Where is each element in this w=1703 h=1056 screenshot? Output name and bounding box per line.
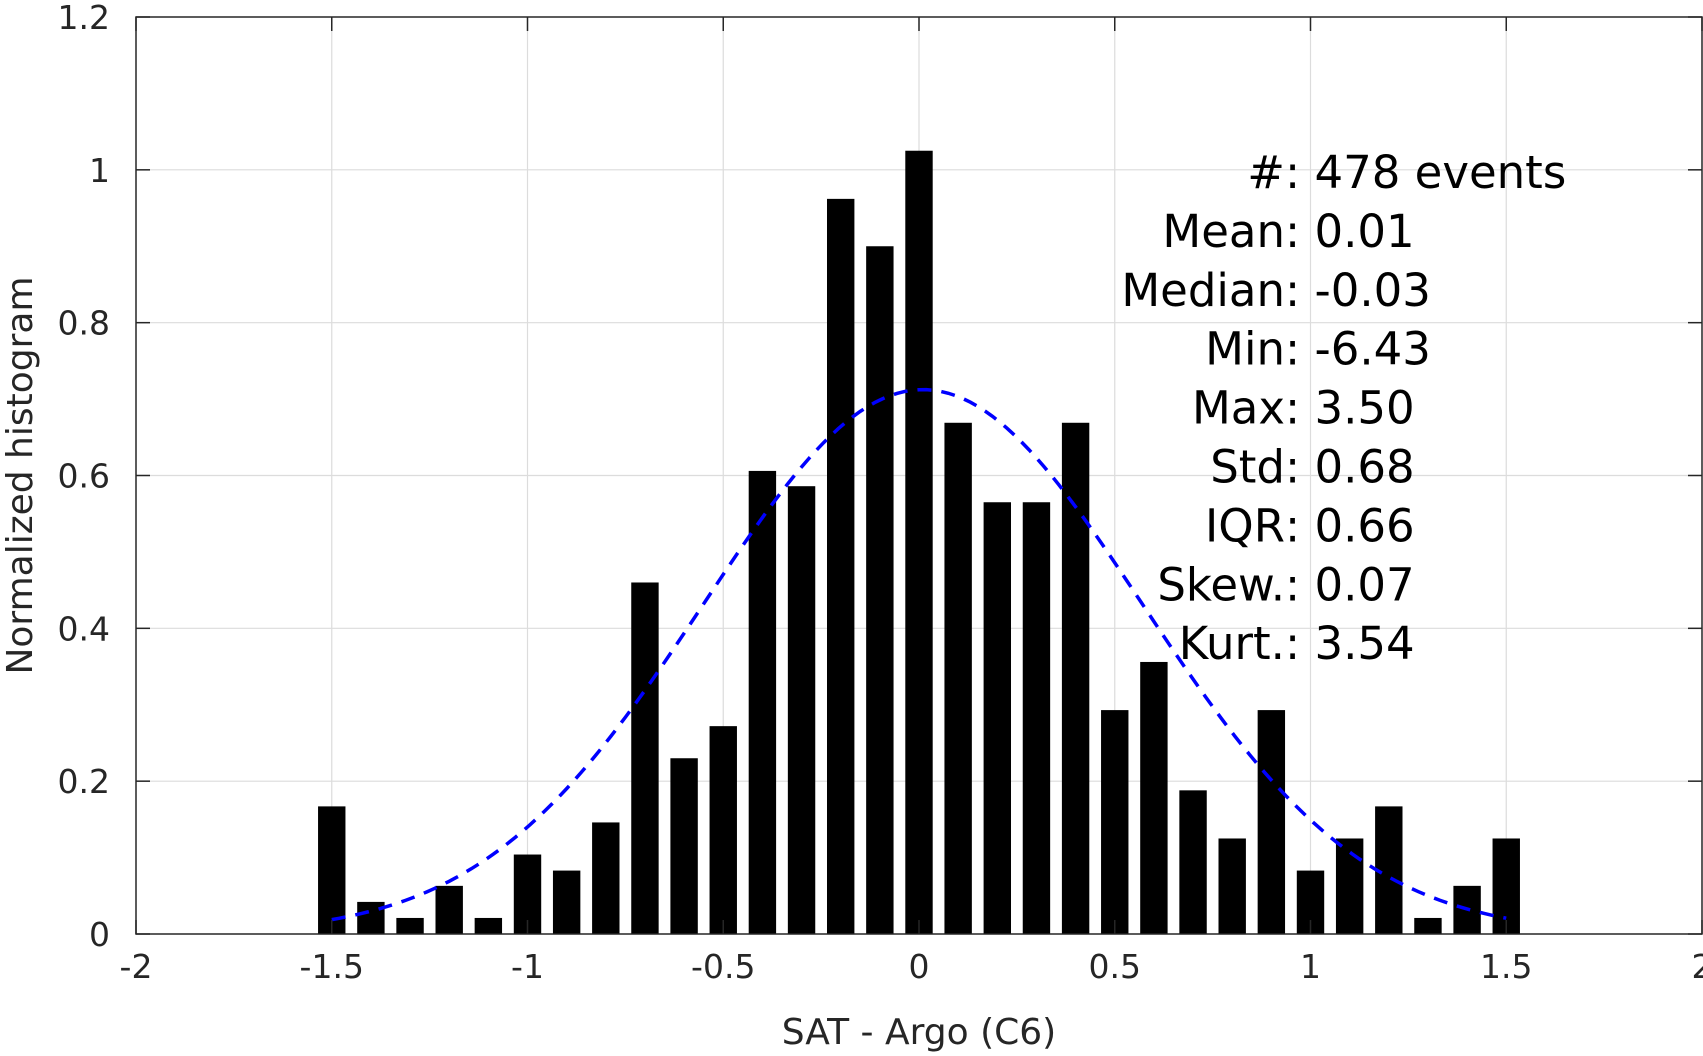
x-tick-label: -2 <box>120 947 153 986</box>
stat-label: Max <box>1192 382 1285 435</box>
histogram-bar <box>1140 661 1168 934</box>
stat-value: : 3.50 <box>1285 382 1415 435</box>
histogram-bar <box>1414 917 1442 934</box>
stat-value: : 0.68 <box>1285 441 1415 494</box>
y-tick-label: 1 <box>89 151 110 190</box>
stat-label: Skew. <box>1157 558 1285 611</box>
stat-value: : 3.54 <box>1285 617 1415 670</box>
x-tick-label: 1 <box>1300 947 1321 986</box>
histogram-bar <box>396 917 424 934</box>
stat-label: Min <box>1205 323 1285 376</box>
histogram-bar <box>435 885 463 934</box>
stat-label: Kurt. <box>1179 617 1285 670</box>
histogram-bar <box>318 806 346 934</box>
histogram-bar <box>826 198 855 934</box>
histogram-bar <box>552 870 581 934</box>
histogram-bar <box>866 246 894 934</box>
stat-value: : -0.03 <box>1285 264 1431 317</box>
histogram-bar <box>1492 838 1520 934</box>
histogram-bar <box>1179 790 1207 934</box>
y-tick-label: 0.4 <box>58 609 110 648</box>
x-tick-label: -1.5 <box>300 947 364 986</box>
y-tick-label: 0.2 <box>58 762 110 801</box>
histogram-bar <box>787 486 816 934</box>
stat-value: : -6.43 <box>1285 323 1431 376</box>
histogram-bar <box>592 822 620 934</box>
x-tick-labels: -2 -1.5 -1 -0.5 0 0.5 1 1.5 2 <box>120 947 1703 986</box>
y-tick-labels: 0 0.2 0.4 0.6 0.8 1 1.2 <box>58 0 110 954</box>
histogram-bar <box>631 582 659 934</box>
histogram-bar <box>1061 422 1090 934</box>
stat-label: Std <box>1210 441 1285 494</box>
histogram-bar <box>670 758 698 934</box>
x-tick-label: 2 <box>1692 947 1703 986</box>
bars-layer <box>318 150 1520 934</box>
stat-value: : 0.07 <box>1285 558 1415 611</box>
histogram-bar <box>474 917 503 934</box>
stat-label: # <box>1247 146 1285 199</box>
histogram-bar <box>905 150 933 934</box>
x-axis-title: SAT - Argo (C6) <box>782 1012 1056 1053</box>
histogram-bar <box>1022 502 1051 934</box>
x-tick-label: -1 <box>511 947 544 986</box>
x-tick-label: 0 <box>909 947 930 986</box>
histogram-bar <box>983 502 1012 934</box>
histogram-bar <box>1101 710 1129 934</box>
histogram-bar <box>709 726 737 934</box>
x-tick-label: 1.5 <box>1480 947 1532 986</box>
histogram-bar <box>944 422 972 934</box>
x-tick-label: 0.5 <box>1089 947 1141 986</box>
fit-curve <box>331 387 1507 922</box>
stat-label: IQR <box>1205 499 1285 552</box>
y-axis-title: Normalized histogram <box>0 276 41 674</box>
stat-label: Mean <box>1162 205 1285 258</box>
x-tick-label: -0.5 <box>691 947 755 986</box>
histogram-bar <box>1218 838 1246 934</box>
histogram-bar <box>748 470 777 934</box>
axes-layer <box>135 16 1703 935</box>
stat-value: : 0.66 <box>1285 499 1415 552</box>
histogram-bar <box>1257 710 1286 934</box>
y-tick-label: 0.8 <box>58 304 110 343</box>
y-tick-label: 0 <box>89 915 110 954</box>
y-tick-label: 1.2 <box>58 0 110 37</box>
stat-label: Median <box>1121 264 1285 317</box>
stat-value: : 478 events <box>1285 146 1566 199</box>
stat-value: : 0.01 <box>1285 205 1415 258</box>
y-tick-label: 0.6 <box>58 457 110 496</box>
histogram-bar <box>1335 838 1364 934</box>
